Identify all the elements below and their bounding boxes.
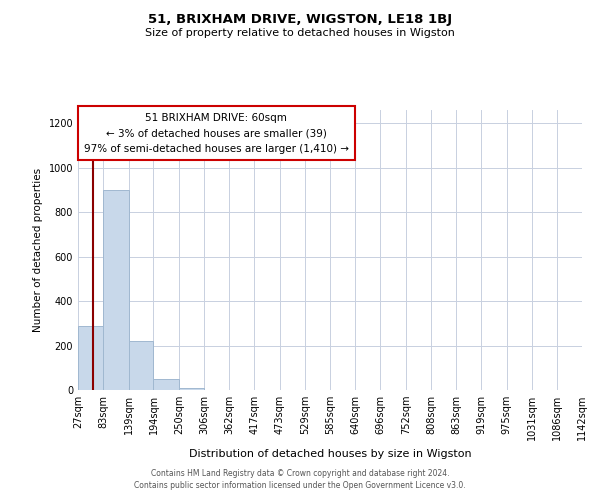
Bar <box>78 326 103 390</box>
X-axis label: Distribution of detached houses by size in Wigston: Distribution of detached houses by size … <box>188 448 472 458</box>
Text: Size of property relative to detached houses in Wigston: Size of property relative to detached ho… <box>145 28 455 38</box>
Bar <box>103 190 128 390</box>
Bar <box>154 379 179 390</box>
Text: Contains HM Land Registry data © Crown copyright and database right 2024.: Contains HM Land Registry data © Crown c… <box>151 468 449 477</box>
Y-axis label: Number of detached properties: Number of detached properties <box>33 168 43 332</box>
Text: 51 BRIXHAM DRIVE: 60sqm
← 3% of detached houses are smaller (39)
97% of semi-det: 51 BRIXHAM DRIVE: 60sqm ← 3% of detached… <box>84 112 349 154</box>
Text: 51, BRIXHAM DRIVE, WIGSTON, LE18 1BJ: 51, BRIXHAM DRIVE, WIGSTON, LE18 1BJ <box>148 12 452 26</box>
Bar <box>128 341 154 390</box>
Bar <box>179 388 204 390</box>
Text: Contains public sector information licensed under the Open Government Licence v3: Contains public sector information licen… <box>134 481 466 490</box>
